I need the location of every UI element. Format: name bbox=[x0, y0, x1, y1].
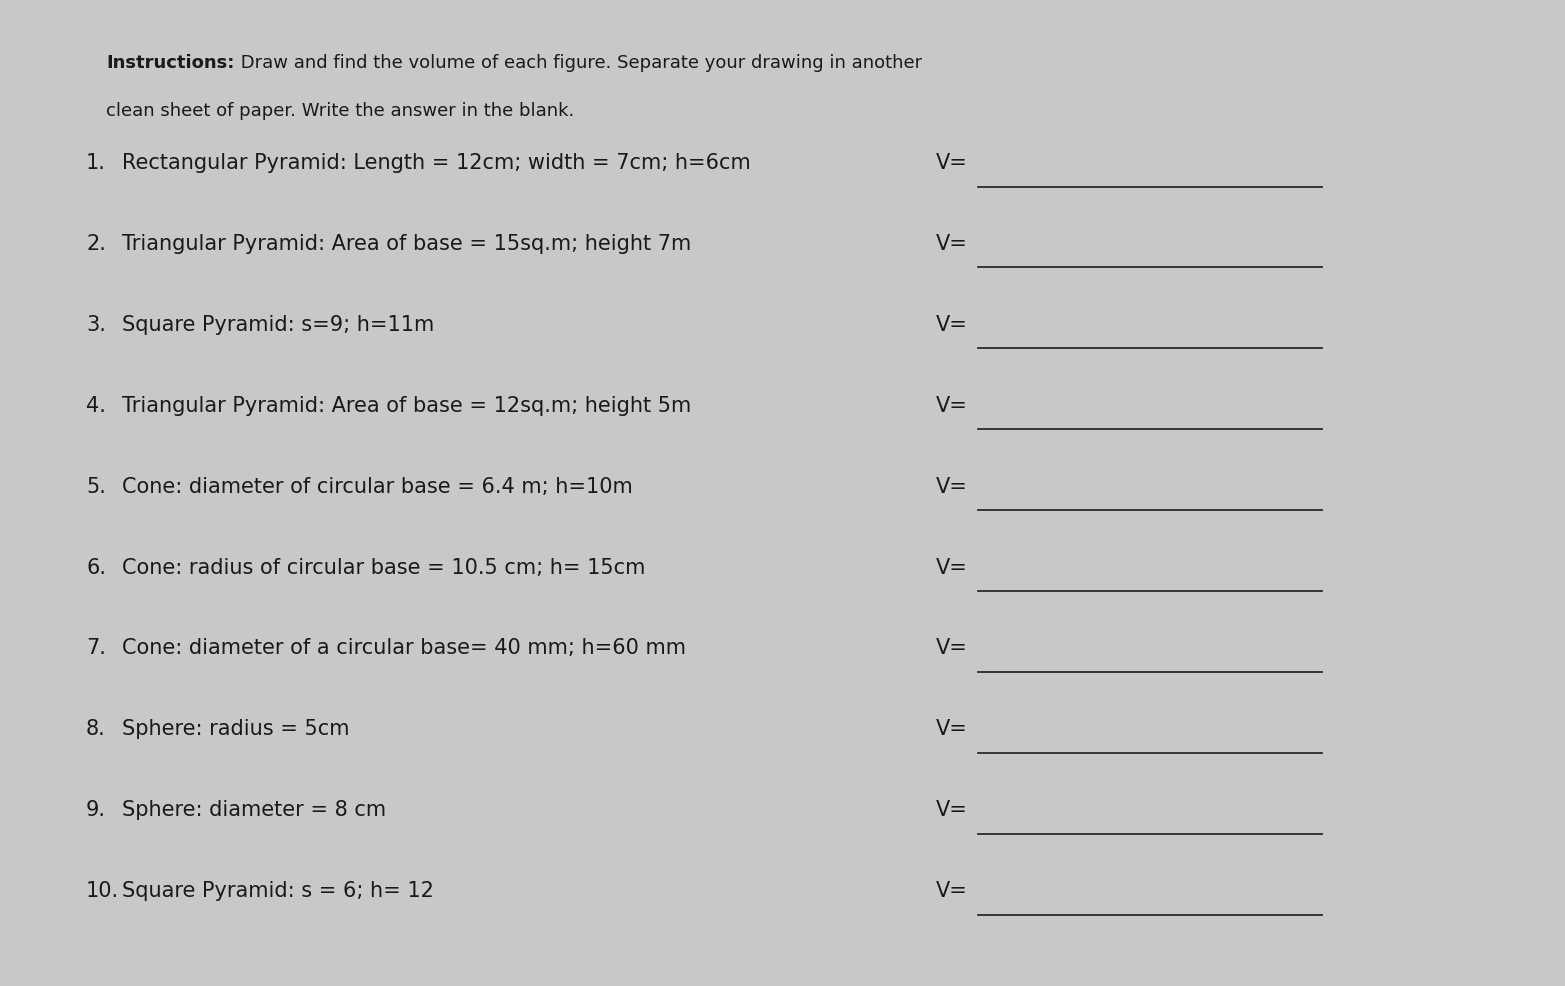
Text: 7.: 7. bbox=[86, 638, 106, 658]
Text: V=: V= bbox=[936, 880, 967, 900]
Text: Sphere: diameter = 8 cm: Sphere: diameter = 8 cm bbox=[122, 800, 387, 819]
Text: Rectangular Pyramid: Length = 12cm; width = 7cm; h=6cm: Rectangular Pyramid: Length = 12cm; widt… bbox=[122, 153, 751, 173]
Text: V=: V= bbox=[936, 638, 967, 658]
Text: Square Pyramid: s = 6; h= 12: Square Pyramid: s = 6; h= 12 bbox=[122, 880, 434, 900]
Text: V=: V= bbox=[936, 557, 967, 577]
Text: 10.: 10. bbox=[86, 880, 119, 900]
Text: V=: V= bbox=[936, 476, 967, 496]
Text: Cone: radius of circular base = 10.5 cm; h= 15cm: Cone: radius of circular base = 10.5 cm;… bbox=[122, 557, 645, 577]
Text: V=: V= bbox=[936, 800, 967, 819]
Text: V=: V= bbox=[936, 153, 967, 173]
Text: 9.: 9. bbox=[86, 800, 106, 819]
Text: 8.: 8. bbox=[86, 719, 106, 739]
Text: Cone: diameter of circular base = 6.4 m; h=10m: Cone: diameter of circular base = 6.4 m;… bbox=[122, 476, 632, 496]
Text: Sphere: radius = 5cm: Sphere: radius = 5cm bbox=[122, 719, 349, 739]
Text: 3.: 3. bbox=[86, 315, 106, 334]
Text: V=: V= bbox=[936, 395, 967, 415]
Text: 5.: 5. bbox=[86, 476, 106, 496]
Text: 1.: 1. bbox=[86, 153, 106, 173]
Text: 2.: 2. bbox=[86, 234, 106, 253]
Text: Cone: diameter of a circular base= 40 mm; h=60 mm: Cone: diameter of a circular base= 40 mm… bbox=[122, 638, 685, 658]
Text: Instructions:: Instructions: bbox=[106, 54, 235, 72]
Text: 4.: 4. bbox=[86, 395, 106, 415]
Text: clean sheet of paper. Write the answer in the blank.: clean sheet of paper. Write the answer i… bbox=[106, 102, 574, 119]
Text: V=: V= bbox=[936, 315, 967, 334]
Text: Triangular Pyramid: Area of base = 12sq.m; height 5m: Triangular Pyramid: Area of base = 12sq.… bbox=[122, 395, 692, 415]
Text: V=: V= bbox=[936, 719, 967, 739]
Text: Triangular Pyramid: Area of base = 15sq.m; height 7m: Triangular Pyramid: Area of base = 15sq.… bbox=[122, 234, 692, 253]
Text: 6.: 6. bbox=[86, 557, 106, 577]
Text: V=: V= bbox=[936, 234, 967, 253]
Text: Square Pyramid: s=9; h=11m: Square Pyramid: s=9; h=11m bbox=[122, 315, 435, 334]
Text: Draw and find the volume of each figure. Separate your drawing in another: Draw and find the volume of each figure.… bbox=[235, 54, 922, 72]
